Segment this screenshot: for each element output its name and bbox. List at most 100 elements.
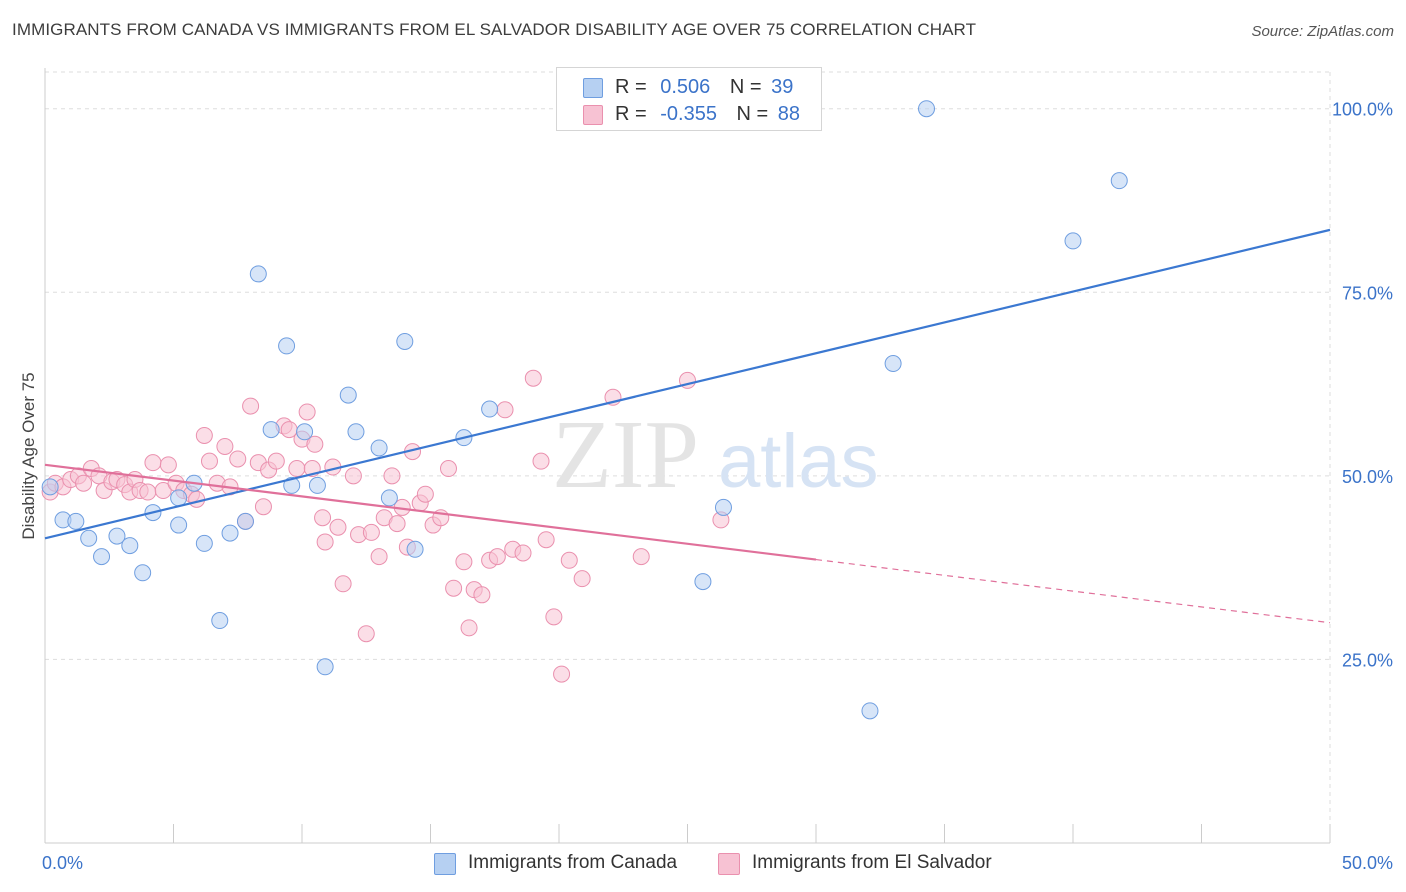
- trend-line-canada: [44, 228, 1331, 540]
- point-canada: [861, 702, 879, 720]
- legend-r-label: R =: [615, 103, 647, 125]
- point-canada: [1064, 232, 1082, 250]
- y-tick-label: 75.0%: [1342, 283, 1393, 303]
- point-el-salvador: [362, 523, 380, 541]
- point-el-salvador: [388, 515, 406, 533]
- legend-swatch-canada: [583, 78, 603, 98]
- point-canada: [236, 512, 254, 530]
- legend-n-value: 88: [777, 103, 801, 125]
- point-canada: [884, 355, 902, 373]
- point-canada: [93, 548, 111, 566]
- series-legend-swatch-canada: [434, 853, 456, 875]
- correlation-legend: R = 0.506 N = 39 R = -0.355 N = 88: [556, 67, 822, 131]
- point-el-salvador: [316, 533, 334, 551]
- point-el-salvador: [537, 531, 555, 549]
- point-el-salvador: [344, 467, 362, 485]
- point-el-salvador: [334, 575, 352, 593]
- series-legend-swatch-el-salvador: [718, 853, 740, 875]
- point-canada: [406, 540, 424, 558]
- point-canada: [134, 564, 152, 582]
- point-el-salvador: [314, 509, 332, 527]
- point-el-salvador: [553, 665, 571, 683]
- point-el-salvador: [632, 548, 650, 566]
- series-legend-canada: Immigrants from Canada: [434, 852, 704, 876]
- point-canada: [347, 423, 365, 441]
- legend-n-value: 39: [771, 76, 794, 98]
- point-canada: [108, 527, 126, 545]
- point-el-salvador: [254, 498, 272, 516]
- point-canada: [1110, 172, 1128, 190]
- point-canada: [121, 537, 139, 555]
- point-el-salvador: [560, 551, 578, 569]
- x-tick-label: 50.0%: [1342, 853, 1393, 873]
- series-legend-label-canada: Immigrants from Canada: [468, 852, 678, 873]
- y-tick-label: 50.0%: [1342, 467, 1393, 487]
- point-canada: [308, 476, 326, 494]
- legend-n-label: N =: [729, 76, 762, 98]
- point-el-salvador: [242, 397, 260, 415]
- point-el-salvador: [524, 369, 542, 387]
- point-canada: [370, 439, 388, 457]
- point-el-salvador: [460, 619, 478, 637]
- point-canada: [195, 534, 213, 552]
- point-el-salvador: [455, 553, 473, 571]
- point-el-salvador: [439, 460, 457, 478]
- point-canada: [170, 489, 188, 507]
- point-el-salvador: [195, 426, 213, 444]
- legend-text-canada: R = 0.506 N = 39: [615, 76, 793, 99]
- point-el-salvador: [370, 548, 388, 566]
- trend-lines: [44, 228, 1331, 624]
- series-legend-el-salvador: Immigrants from El Salvador: [718, 852, 1018, 876]
- point-canada: [262, 421, 280, 439]
- trend-line-el-salvador: [44, 463, 817, 561]
- point-el-salvador: [383, 467, 401, 485]
- point-canada: [339, 386, 357, 404]
- y-tick-label: 100.0%: [1332, 100, 1393, 120]
- legend-n-label: N =: [736, 103, 769, 125]
- point-canada: [211, 612, 229, 630]
- point-el-salvador: [416, 485, 434, 503]
- point-el-salvador: [306, 435, 324, 453]
- legend-swatch-el-salvador: [583, 105, 603, 125]
- point-canada: [481, 400, 499, 418]
- point-canada: [380, 489, 398, 507]
- point-canada: [170, 516, 188, 534]
- point-canada: [41, 478, 59, 496]
- point-el-salvador: [188, 490, 206, 508]
- tick-labels: 25.0% 50.0% 75.0% 100.0% 0.0% 50.0%: [42, 100, 1393, 873]
- watermark-zip: ZIP: [552, 401, 699, 509]
- point-canada: [283, 476, 301, 494]
- point-canada: [67, 512, 85, 530]
- legend-text-el-salvador: R = -0.355 N = 88: [615, 103, 800, 126]
- point-el-salvador: [159, 456, 177, 474]
- point-el-salvador: [75, 474, 93, 492]
- source-label: Source: ZipAtlas.com: [1251, 23, 1394, 40]
- point-canada: [221, 524, 239, 542]
- chart-title: IMMIGRANTS FROM CANADA VS IMMIGRANTS FRO…: [12, 20, 977, 39]
- point-el-salvador: [288, 460, 306, 478]
- point-el-salvador: [573, 570, 591, 588]
- y-axis-label: Disability Age Over 75: [19, 372, 38, 539]
- point-el-salvador: [357, 625, 375, 643]
- point-el-salvador: [229, 450, 247, 468]
- point-el-salvador: [139, 483, 157, 501]
- y-tick-label: 25.0%: [1342, 650, 1393, 670]
- trend-line-el-salvador-extrapolated: [815, 558, 1331, 624]
- point-el-salvador: [216, 437, 234, 455]
- point-el-salvador: [545, 608, 563, 626]
- point-el-salvador: [496, 401, 514, 419]
- point-el-salvador: [445, 579, 463, 597]
- legend-r-value: -0.355: [660, 103, 717, 125]
- point-el-salvador: [329, 518, 347, 536]
- series-canada-points: [41, 100, 1128, 720]
- point-el-salvador: [488, 548, 506, 566]
- point-canada: [694, 573, 712, 591]
- axes: [44, 68, 1331, 844]
- point-canada: [918, 100, 936, 118]
- series-legend-label-el-salvador: Immigrants from El Salvador: [752, 852, 992, 873]
- point-canada: [396, 332, 414, 350]
- point-canada: [80, 529, 98, 547]
- point-el-salvador: [298, 403, 316, 421]
- point-el-salvador: [154, 482, 172, 500]
